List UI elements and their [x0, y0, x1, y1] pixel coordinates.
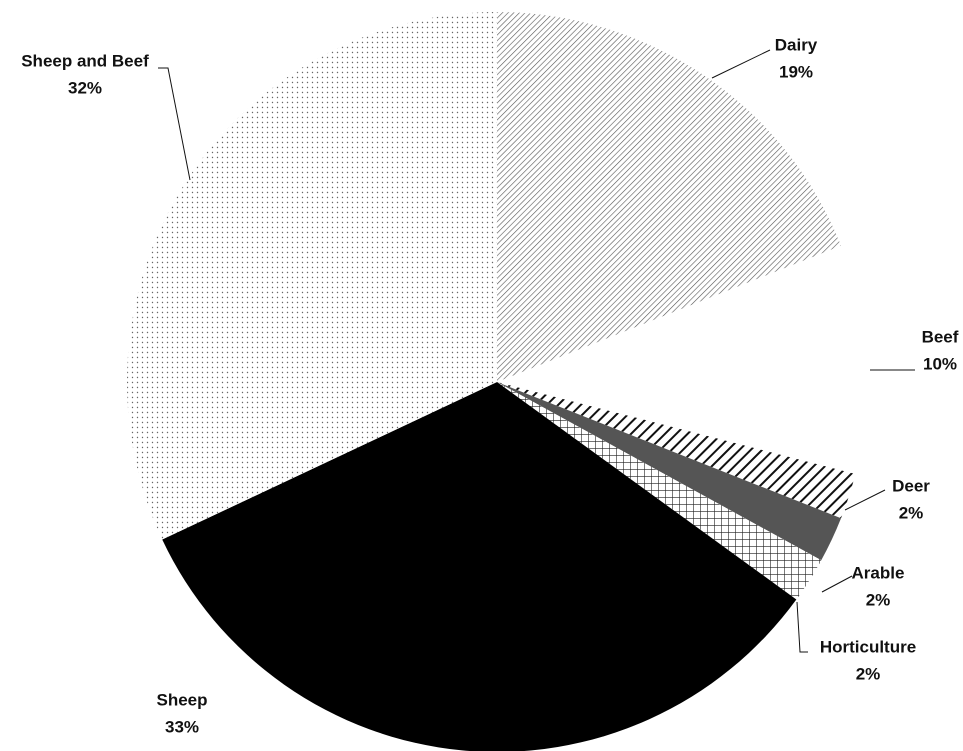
slice-label: Dairy: [775, 35, 818, 54]
pie-slice: [497, 245, 868, 475]
slice-label: Sheep: [156, 690, 207, 709]
slice-value-label: 10%: [923, 354, 957, 373]
slice-value-label: 33%: [165, 717, 199, 736]
leader-line: [796, 601, 808, 653]
slice-label: Deer: [892, 476, 930, 495]
pie-slice: [162, 382, 797, 751]
slice-value-label: 2%: [866, 590, 891, 609]
leader-line: [711, 49, 771, 79]
pie-slice: [497, 12, 842, 382]
slice-label: Arable: [852, 563, 905, 582]
leader-line: [158, 67, 191, 181]
slice-label: Horticulture: [820, 637, 916, 656]
leader-line: [821, 575, 853, 593]
leader-line: [844, 489, 886, 511]
slice-value-label: 2%: [899, 503, 924, 522]
pie-slice: [497, 382, 842, 561]
slice-value-label: 2%: [856, 664, 881, 683]
pie-slice: [497, 382, 822, 600]
slice-label: Beef: [922, 327, 959, 346]
slice-value-label: 19%: [779, 62, 813, 81]
pie-slice: [126, 12, 497, 540]
slice-label: Sheep and Beef: [21, 51, 149, 70]
slice-value-label: 32%: [68, 78, 102, 97]
pie-slice: [497, 382, 856, 519]
